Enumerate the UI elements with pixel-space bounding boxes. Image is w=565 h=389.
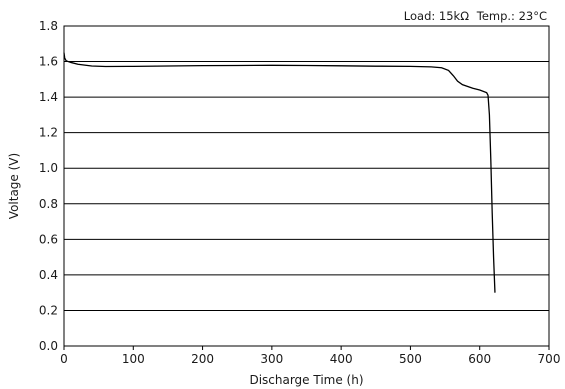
y-tick-label: 0.4 [39, 268, 58, 282]
x-tick-label: 500 [399, 352, 422, 366]
x-tick-label: 300 [260, 352, 283, 366]
annotation-temp: Temp.: 23°C [476, 9, 547, 23]
series-line-voltage [63, 52, 496, 293]
x-tick-label: 100 [122, 352, 145, 366]
y-tick-label: 1.6 [39, 55, 58, 69]
y-tick-label: 1.8 [39, 19, 58, 33]
x-tick-label: 600 [468, 352, 491, 366]
y-tick-label: 0.6 [39, 232, 58, 246]
y-tick-label: 1.4 [39, 90, 58, 104]
y-tick-label: 0.8 [39, 197, 58, 211]
y-tick-label: 0.0 [39, 339, 58, 353]
plot-frame [63, 25, 550, 347]
x-tick-label: 700 [538, 352, 561, 366]
y-tick-label: 1.0 [39, 161, 58, 175]
y-tick-label: 1.2 [39, 126, 58, 140]
x-tick-label: 400 [330, 352, 353, 366]
x-axis-label: Discharge Time (h) [249, 373, 363, 387]
x-tick-label: 0 [60, 352, 68, 366]
annotation-load: Load: 15kΩ [404, 9, 469, 23]
axis-ticks: 0.0 0.2 0.4 0.6 0.8 1.0 1.2 1.4 1.6 1.8 0 100 200 300… [39, 19, 561, 366]
y-axis-label: Voltage (V) [7, 153, 21, 219]
x-tick-label: 200 [191, 352, 214, 366]
grid-lines [64, 25, 549, 347]
y-tick-label: 0.2 [39, 303, 58, 317]
